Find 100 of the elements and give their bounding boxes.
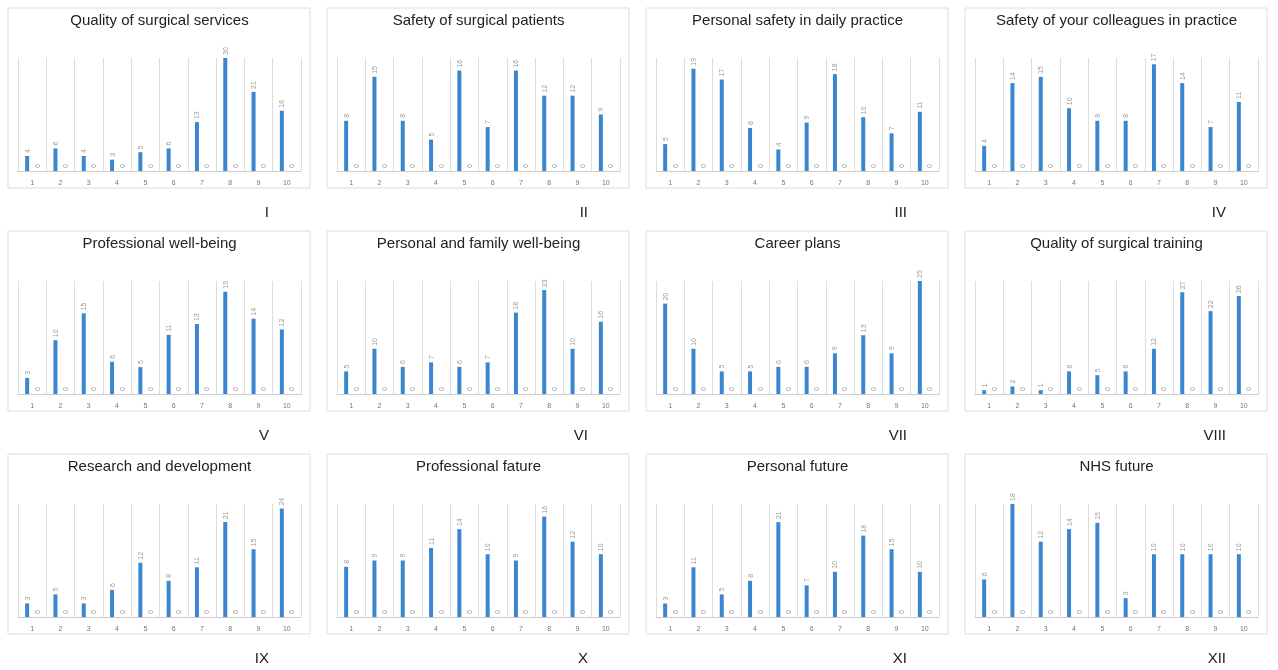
chart-title: Safety of your colleagues in practice [996,10,1237,28]
bar [25,155,30,171]
bar [776,149,781,171]
bar [1208,127,1213,171]
bar [1067,108,1072,171]
text: XII [1207,649,1226,666]
bar [400,366,405,394]
bar [1151,554,1156,617]
bar [513,560,518,617]
bar [110,361,115,394]
bar [344,371,349,394]
bar [53,148,58,171]
bar [1095,375,1100,394]
bar [194,122,199,171]
bar [691,68,696,171]
bar [1038,541,1043,617]
bar [194,567,199,617]
bar [1236,554,1241,617]
bar [344,566,349,617]
bar [570,348,575,394]
bar [429,362,434,394]
bar [861,535,866,617]
bar [889,133,894,171]
text: X [578,649,589,666]
bar [1123,598,1128,617]
bar [570,95,575,171]
bar [1208,311,1213,394]
bar [485,362,490,394]
bar [598,554,603,617]
bar [889,353,894,394]
chart-title: Career plans [754,233,841,251]
bar [570,541,575,617]
text: XI [892,649,908,666]
bar [400,560,405,617]
bar [138,562,143,617]
bar [457,366,462,394]
text: VIII [1203,426,1227,443]
bar [429,547,434,617]
bar [889,549,894,617]
bar [279,329,284,394]
bar [691,567,696,617]
bar [223,522,228,617]
chart-title: Professional fature [415,456,542,474]
bar [598,321,603,394]
bar [1151,64,1156,171]
bar [719,371,724,394]
text: I [264,203,269,220]
bar [1010,386,1015,394]
bar [81,603,86,617]
bar [982,145,987,171]
bar [719,79,724,171]
bar [1038,76,1043,171]
bar [982,579,987,617]
bar [457,70,462,171]
bar [982,390,987,394]
bar [748,127,753,171]
bar [776,522,781,617]
bar [542,95,547,171]
bar [917,281,922,394]
chart-title: Personal safety in daily practice [692,10,903,28]
bar [138,152,143,171]
bar [513,312,518,394]
bar [400,120,405,171]
bar [372,348,377,394]
bar [81,155,86,171]
bar [1095,120,1100,171]
chart-title: NHS future [1079,456,1154,474]
chart-title: Quality of surgical training [1030,233,1203,251]
chart-title: Personal and family well-being [376,233,581,251]
text: IV [1211,203,1227,220]
bar [1095,522,1100,617]
chart-title: Quality of surgical services [70,10,249,28]
bar [166,580,171,617]
bar [917,571,922,617]
bar [251,318,256,394]
bar [279,110,284,171]
bar [663,144,668,171]
chart-title: Personal future [746,456,849,474]
bar [166,148,171,171]
text: VII [888,426,907,443]
bar [1010,83,1015,171]
bar [748,371,753,394]
bar [1123,371,1128,394]
bar [110,159,115,171]
bar [53,594,58,617]
bar [1067,529,1072,617]
bar [832,353,837,394]
text: IX [254,649,270,666]
bar [719,594,724,617]
text: II [579,203,589,220]
bar [1180,83,1185,171]
bar [223,58,228,171]
bar [485,554,490,617]
bar [223,291,228,394]
bar [457,529,462,617]
bar [429,139,434,171]
bar [804,585,809,617]
bar [598,114,603,171]
bar [1180,292,1185,394]
bar [251,549,256,617]
